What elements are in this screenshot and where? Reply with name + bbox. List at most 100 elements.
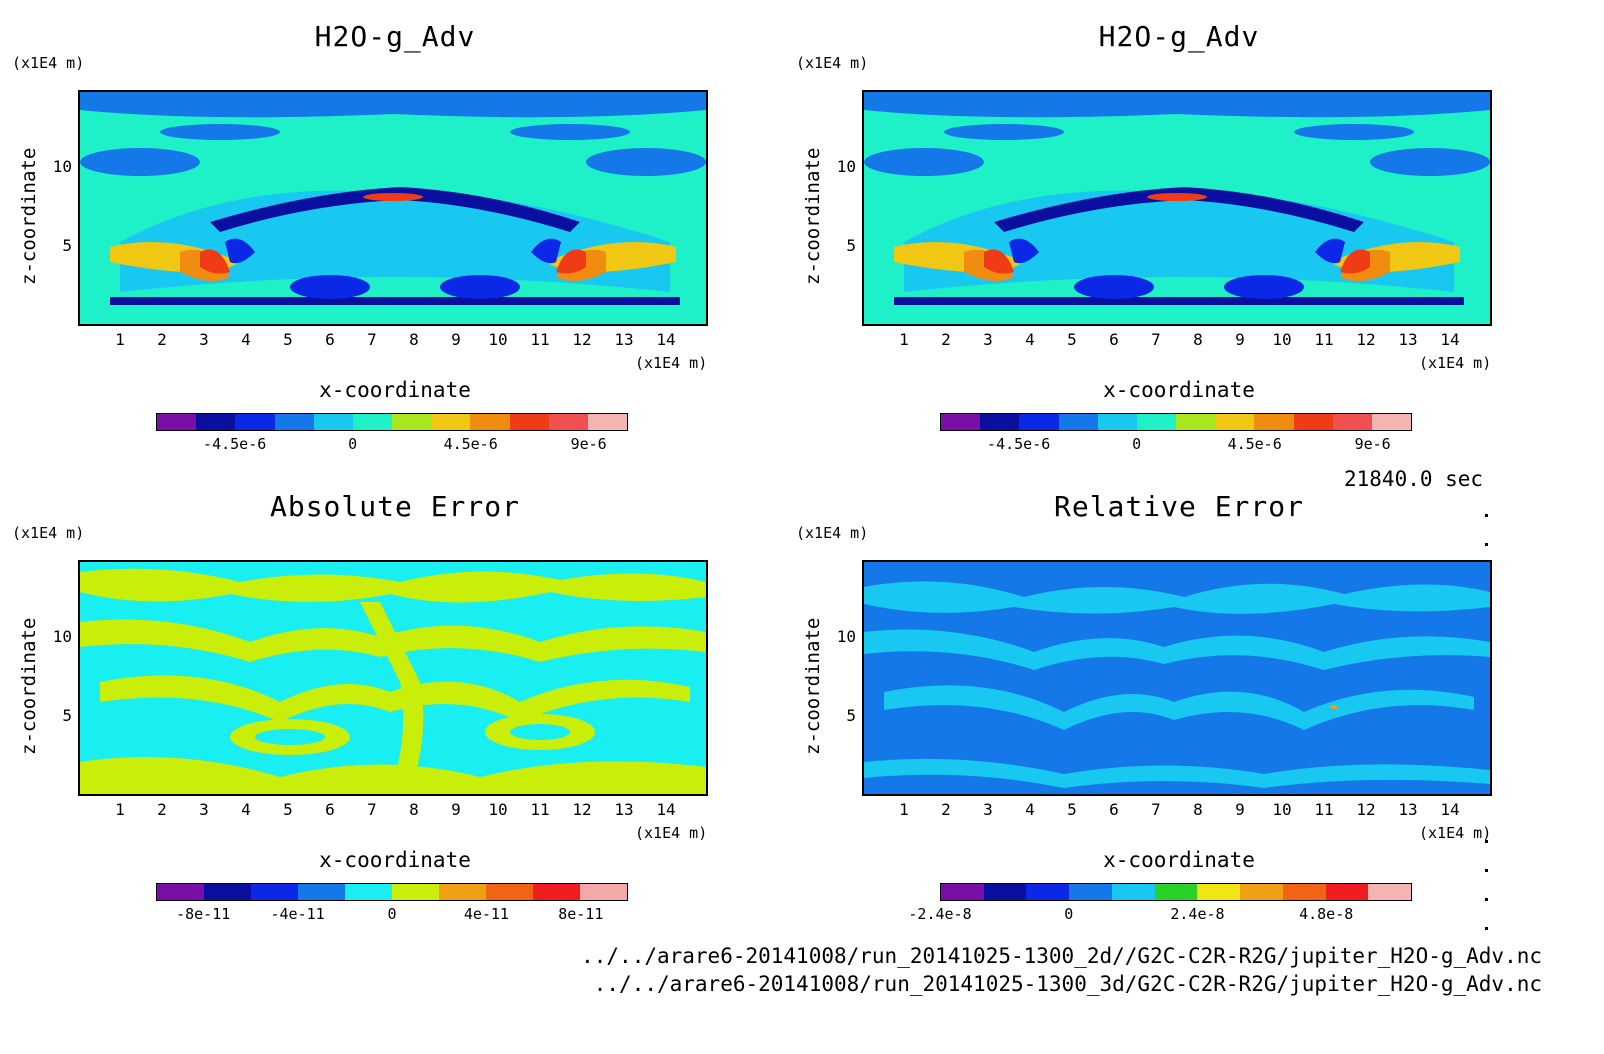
colorbar-swatch (313, 414, 353, 430)
colorbar-label: 0 (387, 905, 397, 923)
colorbar-label: 4.5e-6 (1227, 435, 1282, 453)
x-tick: 13 (1398, 330, 1418, 349)
colorbar-swatch (1240, 884, 1283, 900)
colorbar-swatch (1058, 414, 1098, 430)
x-tick: 6 (1109, 330, 1119, 349)
chart-title: H2O-g_Adv (1098, 20, 1260, 53)
colorbar-swatch (251, 884, 298, 900)
colorbar-label: 0 (1132, 435, 1142, 453)
colorbar-swatch (1136, 414, 1177, 430)
x-tick: 14 (1440, 330, 1460, 349)
x-tick: 10 (488, 330, 508, 349)
x-unit-label: (x1E4 m) (1419, 824, 1492, 842)
y-axis-label: z-coordinate (18, 147, 40, 285)
heatmap-svg-4 (864, 562, 1490, 794)
colorbar-swatch (1332, 414, 1372, 430)
x-unit-label: (x1E4 m) (635, 354, 708, 372)
colorbar-swatch (1176, 414, 1216, 430)
x-tick: 12 (1356, 800, 1376, 819)
colorbar-swatch (941, 414, 981, 430)
colorbar-labels: -8e-11 -4e-11 0 4e-11 8e-11 (156, 905, 628, 925)
x-tick: 14 (656, 800, 676, 819)
colorbar-swatch (1154, 884, 1198, 900)
colorbar-swatch (392, 414, 432, 430)
x-tick: 8 (1193, 330, 1203, 349)
time-label: 21840.0 sec (1344, 467, 1484, 491)
colorbar-swatch (1069, 884, 1112, 900)
colorbar-swatch (439, 884, 486, 900)
colorbar-swatch (1111, 884, 1155, 900)
y-axis-label: z-coordinate (802, 147, 824, 285)
x-tick: 12 (1356, 330, 1376, 349)
y-tick: 10 (836, 627, 856, 646)
y-axis-label: z-coordinate (802, 617, 824, 755)
colorbar-swatch (470, 414, 510, 430)
colorbar-swatch (980, 414, 1020, 430)
colorbar-label: 9e-6 (1354, 435, 1391, 453)
margin-dot (1485, 927, 1488, 930)
file-path-2: ../../arare6-20141008/run_20141025-1300_… (593, 972, 1542, 996)
chart-title: Absolute Error (269, 490, 520, 523)
colorbar-swatch (431, 414, 471, 430)
colorbar (156, 883, 628, 901)
x-tick: 14 (1440, 800, 1460, 819)
panel-relative-error: Relative Error (x1E4 m) z-coordinate 1 2… (784, 470, 1544, 940)
x-tick: 6 (325, 330, 335, 349)
x-axis: 1 2 3 4 5 6 7 8 9 10 11 12 13 14 (862, 330, 1492, 352)
x-tick: 2 (941, 330, 951, 349)
colorbar-swatch (1325, 884, 1369, 900)
x-tick: 4 (1025, 800, 1035, 819)
x-tick: 10 (1272, 800, 1292, 819)
x-tick: 6 (325, 800, 335, 819)
x-tick: 1 (115, 330, 125, 349)
x-tick: 5 (1067, 800, 1077, 819)
x-tick: 14 (656, 330, 676, 349)
x-tick: 7 (367, 800, 377, 819)
x-tick: 10 (1272, 330, 1292, 349)
y-unit-label: (x1E4 m) (12, 54, 85, 72)
x-tick: 9 (1235, 330, 1245, 349)
colorbar-swatch (509, 414, 549, 430)
colorbar-labels: -4.5e-6 0 4.5e-6 9e-6 (940, 435, 1412, 455)
x-axis-label: x-coordinate (1103, 848, 1255, 872)
colorbar-swatch (548, 414, 588, 430)
colorbar-swatch (274, 414, 314, 430)
x-tick: 7 (1151, 330, 1161, 349)
colorbar-swatch (1197, 884, 1241, 900)
colorbar-swatch (157, 884, 204, 900)
x-unit-label: (x1E4 m) (1419, 354, 1492, 372)
colorbar-label: 9e-6 (570, 435, 607, 453)
x-tick: 13 (1398, 800, 1418, 819)
colorbar-swatch (533, 884, 580, 900)
x-axis: 1 2 3 4 5 6 7 8 9 10 11 12 13 14 (78, 800, 708, 822)
colorbar-label: 4.5e-6 (443, 435, 498, 453)
x-axis-label: x-coordinate (319, 848, 471, 872)
colorbar-label: -8e-11 (176, 905, 231, 923)
x-tick: 3 (983, 330, 993, 349)
colorbar-swatch (1097, 414, 1137, 430)
x-tick: 8 (409, 330, 419, 349)
colorbar-swatch (580, 884, 627, 900)
heatmap-field (78, 560, 708, 796)
y-tick: 10 (52, 627, 72, 646)
colorbar-swatch (1371, 414, 1412, 430)
colorbar-swatch (1368, 884, 1412, 900)
x-tick: 9 (451, 330, 461, 349)
x-tick: 7 (1151, 800, 1161, 819)
x-tick: 12 (572, 330, 592, 349)
colorbar-swatch (587, 414, 628, 430)
colorbar-swatch (983, 884, 1027, 900)
panel-h2o-right: H2O-g_Adv (x1E4 m) z-coordinate 1 (784, 0, 1544, 470)
colorbar-label: -2.4e-8 (908, 905, 972, 923)
x-tick: 8 (1193, 800, 1203, 819)
colorbar-swatch (235, 414, 275, 430)
heatmap-field (78, 90, 708, 326)
x-tick: 11 (1314, 330, 1334, 349)
x-tick: 3 (199, 800, 209, 819)
colorbar-swatch (1293, 414, 1333, 430)
y-tick: 10 (52, 157, 72, 176)
colorbar-swatch (1026, 884, 1070, 900)
x-tick: 11 (530, 330, 550, 349)
chart-title: Relative Error (1053, 490, 1304, 523)
x-tick: 11 (1314, 800, 1334, 819)
